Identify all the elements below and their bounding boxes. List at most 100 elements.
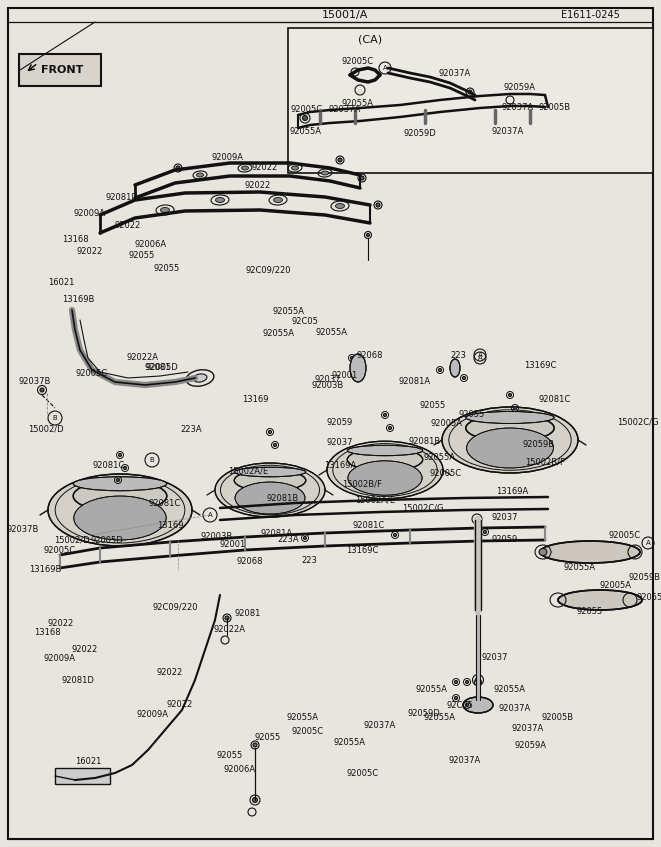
Circle shape bbox=[40, 388, 44, 392]
Circle shape bbox=[303, 115, 307, 120]
Ellipse shape bbox=[347, 446, 422, 456]
Ellipse shape bbox=[241, 166, 249, 170]
Ellipse shape bbox=[274, 197, 282, 202]
Circle shape bbox=[508, 394, 512, 396]
Text: 223: 223 bbox=[450, 351, 466, 359]
Text: 15002/D: 15002/D bbox=[54, 535, 90, 545]
Text: 92055: 92055 bbox=[217, 750, 243, 760]
Ellipse shape bbox=[196, 173, 204, 177]
Text: 92005C: 92005C bbox=[430, 469, 461, 478]
Text: 92055: 92055 bbox=[255, 734, 281, 743]
Text: 92081: 92081 bbox=[235, 608, 261, 617]
Text: 92068: 92068 bbox=[237, 557, 263, 566]
Text: 92068: 92068 bbox=[357, 351, 383, 359]
Text: 92005A: 92005A bbox=[599, 580, 631, 590]
Text: 15002C/G: 15002C/G bbox=[403, 504, 444, 512]
Ellipse shape bbox=[73, 480, 167, 512]
Text: 13169A: 13169A bbox=[496, 488, 528, 496]
Ellipse shape bbox=[215, 197, 225, 202]
Circle shape bbox=[274, 444, 276, 446]
Text: 92081D: 92081D bbox=[61, 677, 95, 685]
Ellipse shape bbox=[73, 477, 167, 490]
Text: 92059A: 92059A bbox=[504, 82, 536, 91]
Text: 92C05: 92C05 bbox=[447, 700, 473, 710]
Ellipse shape bbox=[161, 208, 169, 213]
Circle shape bbox=[253, 798, 258, 802]
Text: 13169B: 13169B bbox=[62, 296, 94, 305]
Text: 92022: 92022 bbox=[245, 180, 271, 190]
Text: 13169A: 13169A bbox=[325, 461, 356, 469]
Circle shape bbox=[477, 680, 479, 684]
Circle shape bbox=[358, 367, 362, 369]
Text: 92081C: 92081C bbox=[93, 462, 125, 470]
Text: 15002B/F: 15002B/F bbox=[525, 457, 565, 467]
Circle shape bbox=[463, 377, 465, 379]
Ellipse shape bbox=[540, 541, 640, 563]
Circle shape bbox=[303, 536, 307, 540]
Text: E1611-0245: E1611-0245 bbox=[561, 10, 620, 20]
Text: B: B bbox=[149, 457, 155, 463]
Text: 92055A: 92055A bbox=[424, 453, 455, 462]
Text: 92059B: 92059B bbox=[523, 440, 555, 449]
Text: 92059: 92059 bbox=[327, 418, 353, 427]
Text: 92059B: 92059B bbox=[629, 573, 661, 583]
Text: 92005C: 92005C bbox=[76, 368, 108, 378]
Text: 15002A/E: 15002A/E bbox=[355, 495, 395, 505]
Text: 92055: 92055 bbox=[577, 607, 603, 617]
Circle shape bbox=[176, 166, 180, 170]
Text: 92022: 92022 bbox=[252, 163, 278, 171]
Circle shape bbox=[465, 704, 469, 706]
Ellipse shape bbox=[48, 474, 192, 546]
Text: 15002C/G: 15002C/G bbox=[617, 418, 659, 427]
Text: FRONT: FRONT bbox=[41, 65, 83, 75]
Text: 92055: 92055 bbox=[129, 252, 155, 260]
Circle shape bbox=[468, 90, 472, 94]
Text: 92055A: 92055A bbox=[494, 685, 526, 695]
Text: 92005C: 92005C bbox=[291, 104, 323, 113]
Ellipse shape bbox=[476, 421, 544, 459]
Text: 92022: 92022 bbox=[71, 645, 98, 654]
Text: 92009A: 92009A bbox=[74, 208, 106, 218]
Ellipse shape bbox=[234, 468, 306, 477]
Circle shape bbox=[268, 430, 272, 434]
Ellipse shape bbox=[347, 448, 422, 471]
Text: 92055A: 92055A bbox=[333, 739, 365, 747]
Ellipse shape bbox=[463, 697, 493, 713]
Text: 92055: 92055 bbox=[459, 410, 485, 418]
Ellipse shape bbox=[215, 463, 325, 517]
Circle shape bbox=[376, 203, 380, 207]
Text: 92005D: 92005D bbox=[91, 536, 124, 545]
Text: A: A bbox=[478, 352, 483, 358]
Ellipse shape bbox=[558, 590, 642, 610]
Text: 92081A: 92081A bbox=[260, 529, 292, 538]
Text: 15002A/E: 15002A/E bbox=[228, 467, 268, 475]
Text: 92059: 92059 bbox=[492, 535, 518, 545]
Text: 223A: 223A bbox=[277, 535, 299, 545]
Ellipse shape bbox=[467, 428, 553, 468]
Circle shape bbox=[253, 743, 257, 747]
Ellipse shape bbox=[327, 441, 443, 499]
Text: 92059D: 92059D bbox=[407, 709, 440, 717]
Circle shape bbox=[225, 616, 229, 620]
Text: 92055A: 92055A bbox=[273, 307, 305, 316]
Text: 13169: 13169 bbox=[242, 396, 268, 405]
Text: 92081D: 92081D bbox=[106, 193, 138, 202]
Text: 92055A: 92055A bbox=[316, 329, 348, 337]
Circle shape bbox=[389, 427, 391, 429]
Ellipse shape bbox=[350, 354, 366, 382]
Text: 92022A: 92022A bbox=[126, 353, 158, 362]
Text: 92055: 92055 bbox=[153, 264, 180, 273]
Ellipse shape bbox=[243, 474, 297, 506]
Text: 92006A: 92006A bbox=[135, 241, 167, 249]
Ellipse shape bbox=[235, 482, 305, 514]
Text: 92055A: 92055A bbox=[263, 329, 295, 338]
Circle shape bbox=[393, 534, 397, 536]
Text: A: A bbox=[208, 512, 212, 518]
Ellipse shape bbox=[336, 203, 344, 208]
Text: 92055A: 92055A bbox=[342, 98, 374, 108]
Text: 92037A: 92037A bbox=[512, 724, 543, 733]
Text: 92081B: 92081B bbox=[267, 494, 299, 502]
Text: 92022: 92022 bbox=[48, 619, 74, 628]
Text: 92009A: 92009A bbox=[44, 655, 75, 663]
Text: 92081A: 92081A bbox=[399, 378, 431, 386]
